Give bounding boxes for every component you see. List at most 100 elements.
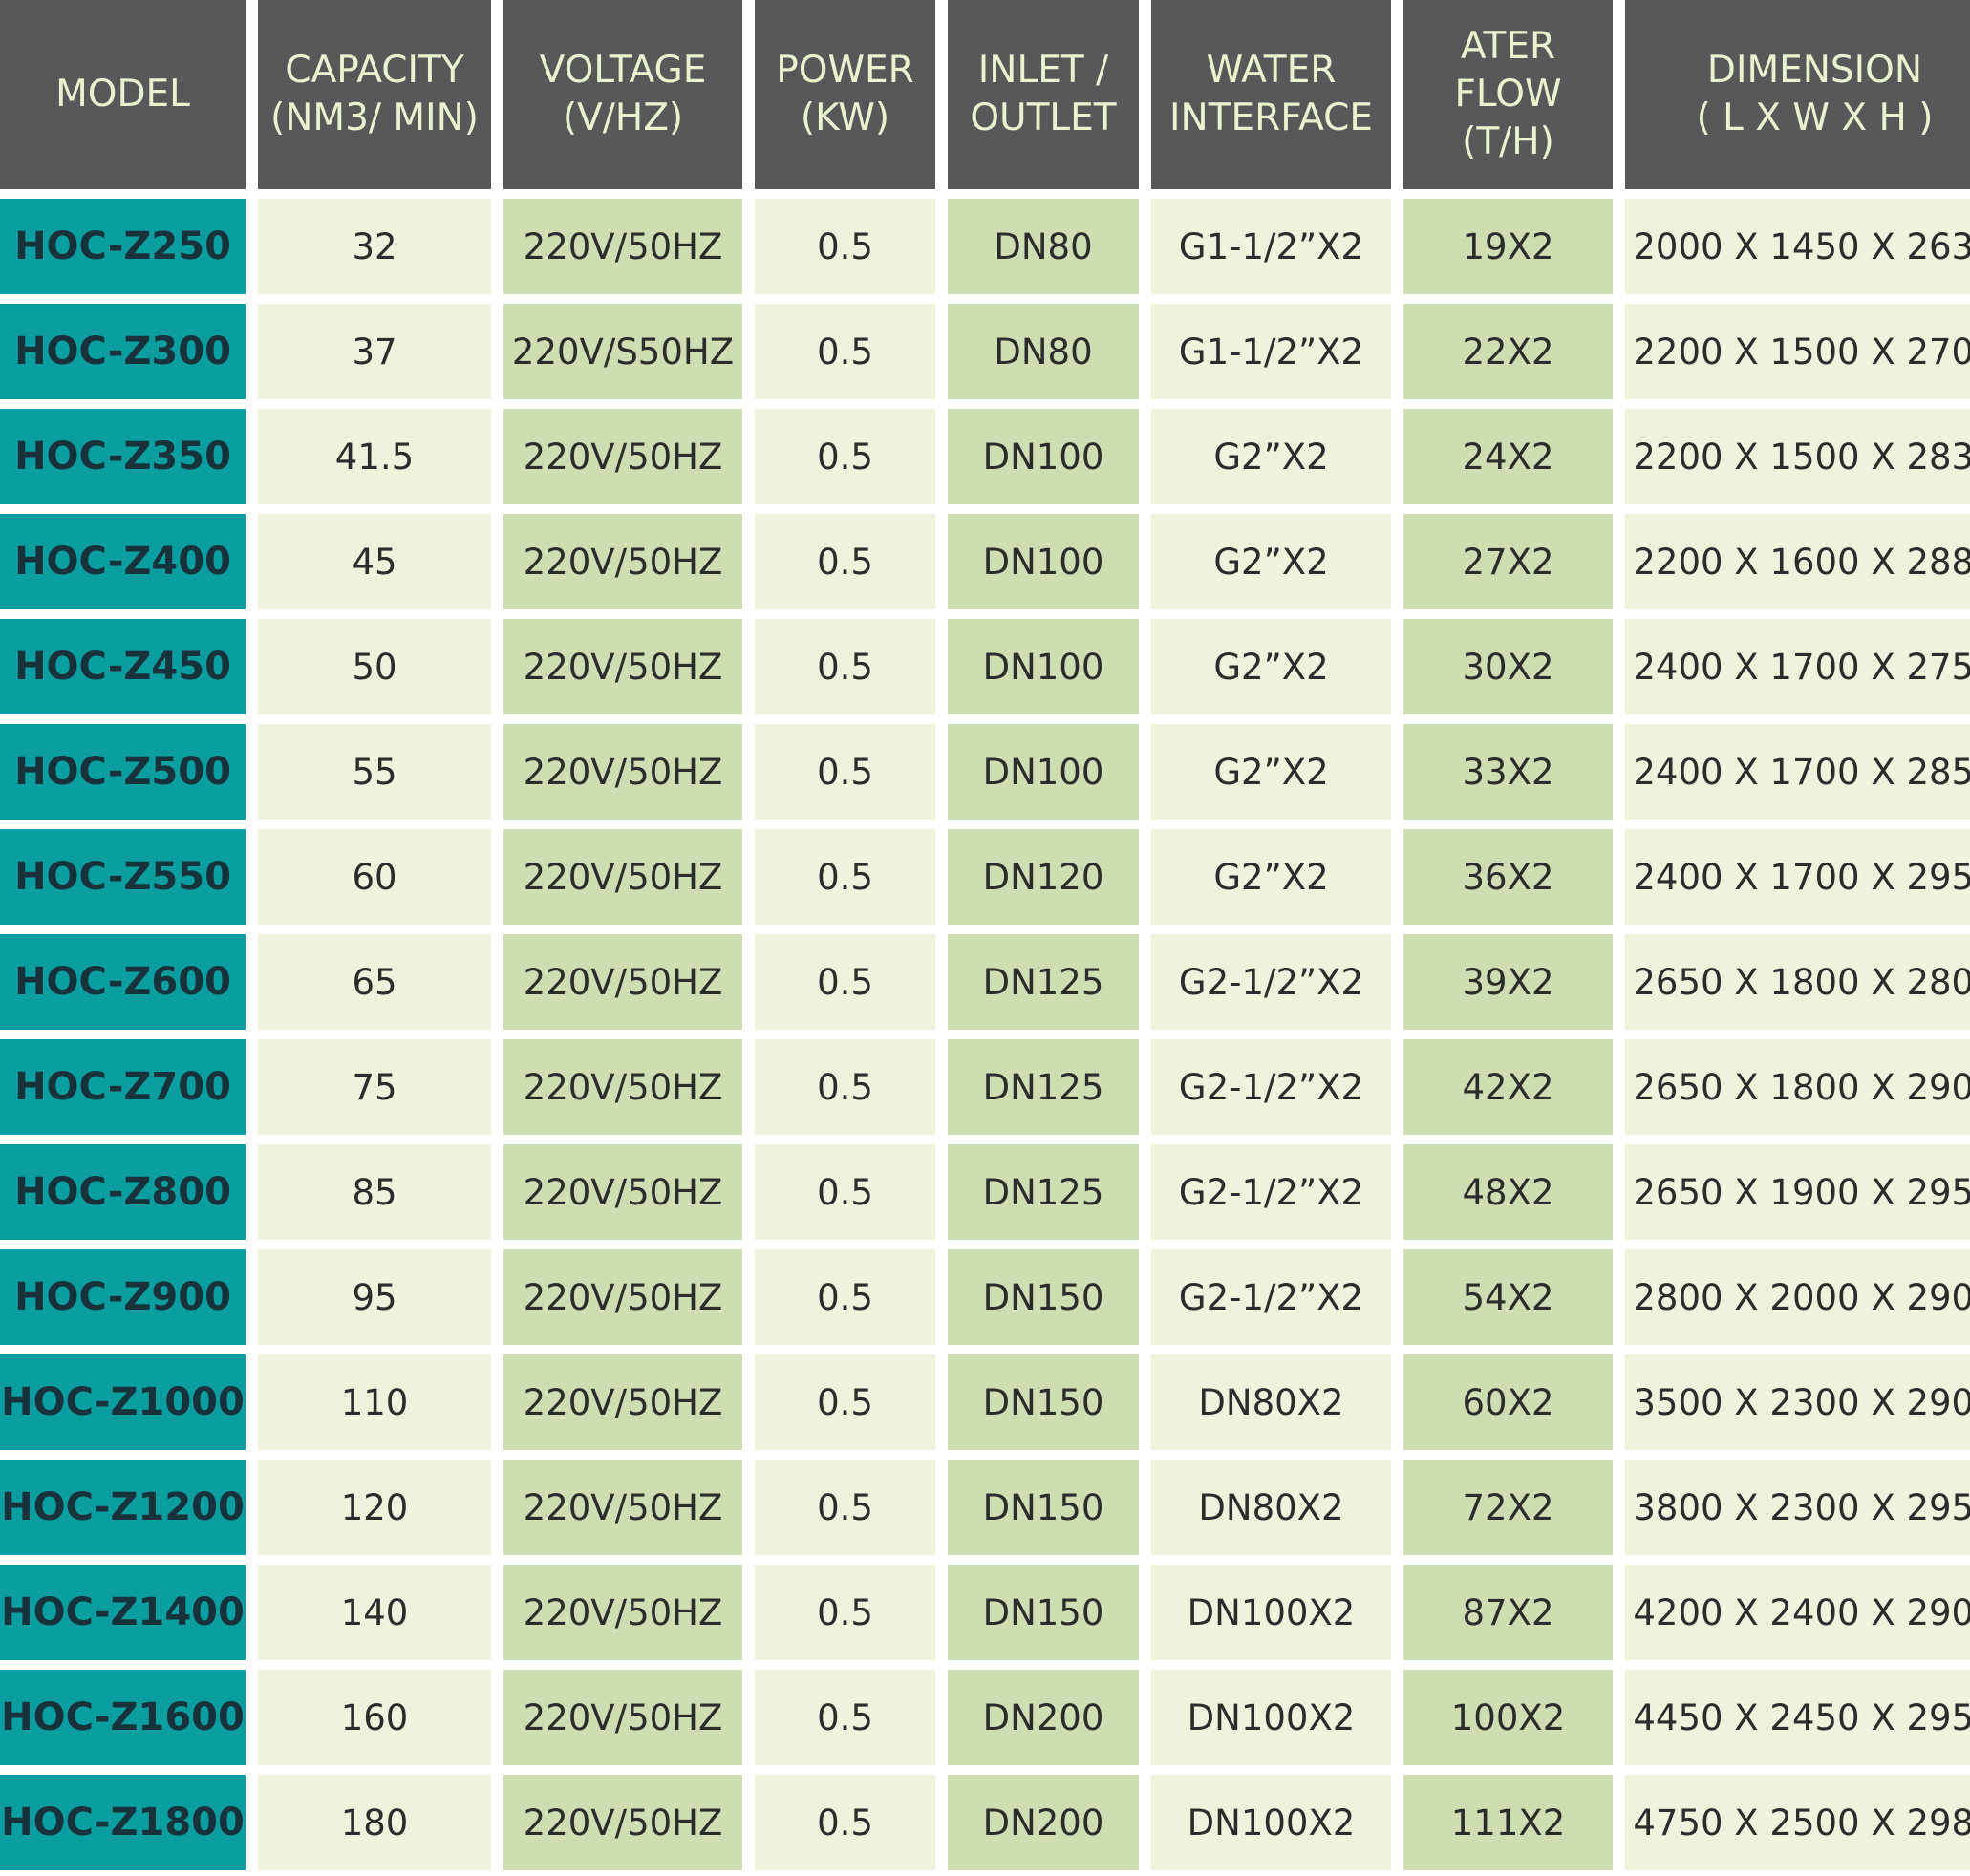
cell-inlet-outlet: DN200 (948, 1670, 1139, 1765)
header-voltage: VOLTAGE (V/HZ) (503, 0, 742, 189)
header-voltage-line: (V/HZ) (562, 96, 684, 139)
cell-voltage: 220V/50HZ (503, 1039, 742, 1135)
cell-power: 0.5 (755, 409, 935, 504)
header-model: MODEL (0, 0, 246, 189)
cell-water-interface: G2-1/2”X2 (1151, 934, 1391, 1030)
cell-water-interface: G2-1/2”X2 (1151, 1144, 1391, 1240)
model-cell: HOC-Z500 (0, 724, 246, 820)
model-cell: HOC-Z700 (0, 1039, 246, 1135)
cell-dimension: 2800 X 2000 X 2900 (1625, 1249, 1970, 1345)
cell-voltage: 220V/50HZ (503, 1249, 742, 1345)
header-inlet-outlet-line: OUTLET (970, 96, 1117, 139)
cell-water-flow: 48X2 (1403, 1144, 1613, 1240)
cell-capacity: 95 (258, 1249, 491, 1345)
cell-water-interface: DN100X2 (1151, 1565, 1391, 1660)
header-capacity: CAPACITY (NM3/ MIN) (258, 0, 491, 189)
cell-water-flow: 87X2 (1403, 1565, 1613, 1660)
cell-water-interface: G2”X2 (1151, 409, 1391, 504)
header-model-line: MODEL (55, 73, 190, 116)
model-cell: HOC-Z800 (0, 1144, 246, 1240)
cell-water-interface: G2”X2 (1151, 514, 1391, 609)
model-cell: HOC-Z300 (0, 304, 246, 399)
cell-dimension: 2200 X 1500 X 2700 (1625, 304, 1970, 399)
cell-voltage: 220V/50HZ (503, 1670, 742, 1765)
cell-capacity: 75 (258, 1039, 491, 1135)
cell-power: 0.5 (755, 619, 935, 714)
cell-water-flow: 24X2 (1403, 409, 1613, 504)
cell-water-flow: 30X2 (1403, 619, 1613, 714)
cell-capacity: 55 (258, 724, 491, 820)
model-cell: HOC-Z250 (0, 199, 246, 294)
cell-water-interface: DN100X2 (1151, 1670, 1391, 1765)
cell-power: 0.5 (755, 1775, 935, 1870)
header-inlet-outlet: INLET / OUTLET (948, 0, 1139, 189)
model-cell: HOC-Z550 (0, 829, 246, 925)
cell-power: 0.5 (755, 514, 935, 609)
cell-voltage: 220V/50HZ (503, 1460, 742, 1555)
cell-inlet-outlet: DN125 (948, 1039, 1139, 1135)
header-power-line: (KW) (800, 96, 890, 139)
cell-inlet-outlet: DN100 (948, 619, 1139, 714)
cell-inlet-outlet: DN100 (948, 724, 1139, 820)
cell-water-interface: DN100X2 (1151, 1775, 1391, 1870)
cell-capacity: 140 (258, 1565, 491, 1660)
cell-water-flow: 22X2 (1403, 304, 1613, 399)
cell-dimension: 2200 X 1500 X 2830 (1625, 409, 1970, 504)
cell-water-interface: G2-1/2”X2 (1151, 1039, 1391, 1135)
cell-voltage: 220V/50HZ (503, 1565, 742, 1660)
model-cell: HOC-Z1600 (0, 1670, 246, 1765)
cell-power: 0.5 (755, 1249, 935, 1345)
cell-capacity: 160 (258, 1670, 491, 1765)
model-cell: HOC-Z350 (0, 409, 246, 504)
cell-power: 0.5 (755, 1039, 935, 1135)
cell-voltage: 220V/50HZ (503, 934, 742, 1030)
model-cell: HOC-Z450 (0, 619, 246, 714)
cell-capacity: 37 (258, 304, 491, 399)
model-cell: HOC-Z1000 (0, 1354, 246, 1450)
header-water-flow-line: ATER (1460, 25, 1556, 68)
cell-dimension: 3500 X 2300 X 2900 (1625, 1354, 1970, 1450)
cell-water-flow: 19X2 (1403, 199, 1613, 294)
cell-dimension: 2650 X 1800 X 2800 (1625, 934, 1970, 1030)
cell-dimension: 2400 X 1700 X 2850 (1625, 724, 1970, 820)
cell-inlet-outlet: DN200 (948, 1775, 1139, 1870)
cell-voltage: 220V/50HZ (503, 1775, 742, 1870)
cell-dimension: 2400 X 1700 X 2950 (1625, 829, 1970, 925)
header-dimension: DIMENSION( L X W X H ) (1625, 0, 1970, 189)
cell-inlet-outlet: DN80 (948, 199, 1139, 294)
cell-voltage: 220V/50HZ (503, 829, 742, 925)
cell-dimension: 2650 X 1900 X 2950 (1625, 1144, 1970, 1240)
header-water-interface-line: WATER (1206, 49, 1337, 92)
cell-capacity: 65 (258, 934, 491, 1030)
cell-inlet-outlet: DN125 (948, 934, 1139, 1030)
cell-voltage: 220V/50HZ (503, 409, 742, 504)
header-power-line: POWER (776, 49, 914, 92)
cell-inlet-outlet: DN150 (948, 1249, 1139, 1345)
cell-capacity: 85 (258, 1144, 491, 1240)
cell-inlet-outlet: DN125 (948, 1144, 1139, 1240)
cell-capacity: 45 (258, 514, 491, 609)
cell-capacity: 41.5 (258, 409, 491, 504)
header-voltage-line: VOLTAGE (539, 49, 707, 92)
cell-dimension: 4450 X 2450 X 2950 (1625, 1670, 1970, 1765)
cell-inlet-outlet: DN150 (948, 1565, 1139, 1660)
cell-voltage: 220V/50HZ (503, 1354, 742, 1450)
header-water-flow-line: (T/H) (1462, 120, 1554, 163)
cell-water-interface: G2”X2 (1151, 829, 1391, 925)
cell-dimension: 3800 X 2300 X 2950 (1625, 1460, 1970, 1555)
cell-water-flow: 100X2 (1403, 1670, 1613, 1765)
cell-capacity: 180 (258, 1775, 491, 1870)
cell-water-flow: 54X2 (1403, 1249, 1613, 1345)
cell-water-interface: DN80X2 (1151, 1460, 1391, 1555)
cell-power: 0.5 (755, 934, 935, 1030)
cell-water-interface: G2”X2 (1151, 724, 1391, 820)
cell-capacity: 50 (258, 619, 491, 714)
model-cell: HOC-Z1200 (0, 1460, 246, 1555)
cell-dimension: 2000 X 1450 X 2630 (1625, 199, 1970, 294)
cell-voltage: 220V/50HZ (503, 619, 742, 714)
cell-voltage: 220V/S50HZ (503, 304, 742, 399)
cell-inlet-outlet: DN100 (948, 409, 1139, 504)
cell-water-flow: 111X2 (1403, 1775, 1613, 1870)
cell-power: 0.5 (755, 829, 935, 925)
